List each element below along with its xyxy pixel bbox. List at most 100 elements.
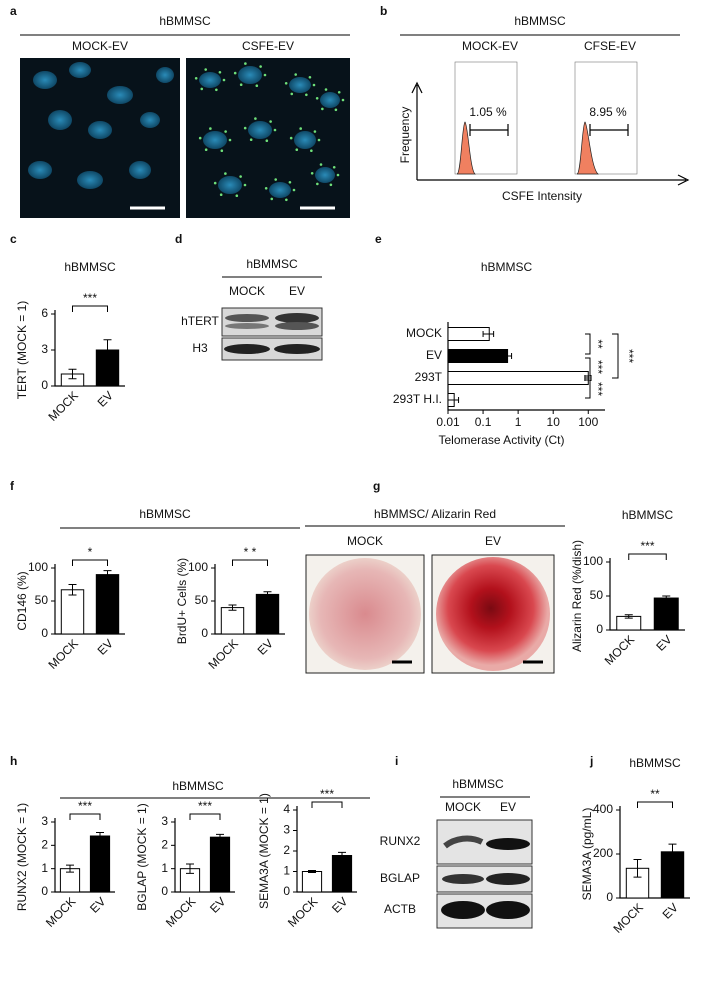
vesicle: [313, 130, 317, 133]
y-tick-label: 100: [28, 560, 48, 574]
vesicle: [341, 98, 345, 102]
vesicle: [270, 197, 274, 201]
error-bar: [633, 859, 642, 878]
y-tick-label: 0: [41, 378, 48, 392]
error-bar: [263, 591, 272, 598]
vesicle: [233, 71, 237, 75]
nucleus: [315, 167, 335, 183]
gate: [589, 124, 629, 136]
nucleus: [218, 176, 242, 194]
column-label: MOCK-EV: [72, 39, 128, 53]
y-tick-label: 100: [583, 554, 603, 568]
bar: [209, 836, 231, 893]
vesicle: [265, 139, 269, 142]
bracket: [612, 333, 619, 379]
error-bar: [308, 869, 316, 874]
bracket: [585, 379, 591, 399]
x-tick-label: MOCK: [46, 388, 81, 423]
vesicle: [329, 183, 333, 187]
y-tick-label: 3: [41, 342, 48, 356]
bracket: [585, 333, 591, 355]
panel-label: g: [373, 479, 380, 493]
vesicle: [310, 171, 314, 175]
vesicle: [264, 186, 268, 190]
error-bar: [482, 331, 495, 337]
x-tick-label: EV: [660, 900, 681, 921]
x-tick-label: 100: [578, 415, 598, 429]
x-tick-label: EV: [95, 636, 116, 657]
nuclei: [28, 62, 345, 202]
bracket: [311, 801, 343, 808]
x-tick-label: MOCK: [285, 894, 320, 929]
bracket: [189, 813, 221, 820]
x-tick-label: MOCK: [46, 636, 81, 671]
nucleus: [28, 161, 52, 179]
y-tick-label: 0: [41, 626, 48, 640]
error-bar: [668, 843, 677, 860]
error-bar: [96, 832, 104, 840]
y-tick-label: 400: [593, 802, 613, 816]
error-bar: [68, 368, 77, 380]
vesicle: [239, 175, 242, 178]
band: [274, 344, 320, 354]
bar: [220, 607, 245, 635]
y-axis-label: BrdU+ Cells (%): [175, 558, 189, 644]
panel-label: i: [395, 754, 398, 768]
bar: [95, 574, 120, 635]
x-tick-label: MOCK: [206, 636, 241, 671]
nucleus: [248, 121, 272, 139]
nucleus: [33, 71, 57, 89]
vesicle: [295, 148, 299, 152]
nucleus: [129, 161, 151, 179]
vesicle: [194, 76, 198, 80]
panel-title: hBMMSC: [159, 14, 211, 28]
band: [486, 838, 530, 850]
x-tick-label: EV: [329, 894, 350, 915]
bar: [331, 855, 353, 893]
y-tick-label: 200: [593, 846, 613, 860]
x-axis-label: Telomerase Activity (Ct): [438, 433, 564, 447]
panel-title: hBMMSC: [514, 14, 566, 28]
row-label: hTERT: [181, 314, 219, 328]
significance: ***: [198, 799, 212, 813]
y-tick-label: 2: [283, 843, 290, 857]
vesicle: [204, 68, 207, 71]
error-bar: [103, 570, 112, 580]
vesicle: [273, 128, 277, 132]
y-tick-label: 1: [283, 864, 290, 878]
nucleus: [320, 92, 340, 108]
arrow: [411, 81, 423, 180]
y-axis-label: RUNX2 (MOCK = 1): [15, 803, 29, 911]
x-tick-label: MOCK: [163, 894, 198, 929]
error-bar: [216, 833, 224, 841]
nucleus: [156, 67, 174, 83]
y-tick-label: MOCK: [406, 326, 442, 340]
vesicle: [274, 178, 277, 181]
y-tick-label: 50: [195, 593, 209, 607]
panel-label: a: [10, 4, 17, 18]
band: [225, 314, 269, 322]
axis-label: Frequency: [398, 107, 412, 164]
vesicle: [235, 194, 239, 197]
column-label: EV: [500, 800, 516, 814]
vesicle: [218, 70, 222, 74]
significance: ***: [591, 382, 605, 396]
vesicle: [332, 165, 336, 169]
y-tick-label: EV: [426, 348, 442, 362]
histogram: [576, 121, 599, 175]
vesicle: [243, 183, 247, 187]
bar: [447, 371, 589, 385]
column-label: CFSE-EV: [584, 39, 636, 53]
band: [224, 344, 270, 354]
x-tick-label: EV: [95, 388, 116, 409]
error-bar: [228, 604, 237, 611]
vesicle: [198, 136, 202, 140]
y-tick-label: 293T H.I.: [393, 392, 442, 406]
vesicle: [285, 198, 288, 202]
band: [486, 873, 530, 885]
y-tick-label: 2: [41, 838, 48, 852]
nucleus: [238, 66, 262, 84]
vesicle: [249, 138, 253, 142]
panel-title: hBMMSC: [172, 779, 224, 793]
